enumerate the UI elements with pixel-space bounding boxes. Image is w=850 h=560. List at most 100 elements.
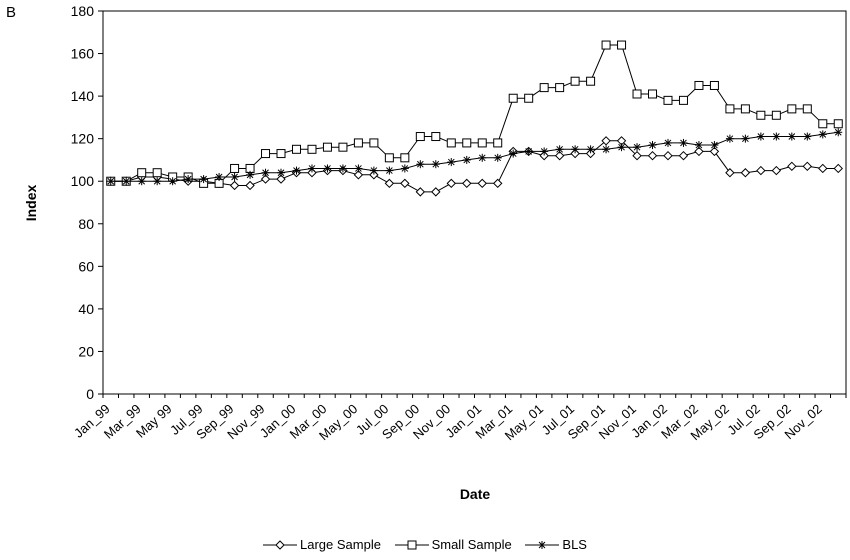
data-point-diamond — [709, 146, 720, 157]
star-marker-icon — [525, 540, 560, 549]
data-point-star — [168, 177, 177, 186]
data-point-square — [555, 83, 565, 93]
legend-item-bls: BLS — [525, 537, 587, 552]
data-point-star — [199, 175, 208, 184]
data-point-diamond — [260, 174, 271, 184]
y-tick-label: 160 — [71, 46, 95, 62]
data-point-diamond — [446, 178, 456, 189]
data-point-star — [385, 166, 394, 175]
data-point-square — [802, 104, 812, 114]
data-point-diamond — [663, 150, 673, 161]
data-point-square — [276, 149, 286, 159]
data-point-square — [446, 138, 456, 148]
data-point-square — [291, 144, 301, 154]
data-point-square — [601, 40, 611, 50]
y-tick-label: 120 — [71, 131, 95, 147]
data-point-diamond — [493, 178, 503, 189]
data-point-star — [246, 170, 255, 179]
data-point-square — [462, 138, 472, 148]
data-point-star — [338, 164, 347, 173]
data-point-square — [632, 89, 642, 99]
data-point-square — [493, 138, 503, 148]
data-point-square — [694, 80, 704, 90]
chart-series — [106, 40, 843, 197]
data-point-square — [384, 153, 394, 163]
data-point-square — [431, 132, 441, 142]
data-point-diamond — [477, 178, 487, 189]
y-tick-label: 100 — [71, 173, 95, 189]
series-small-sample — [106, 40, 843, 188]
y-tick-label: 140 — [71, 88, 95, 104]
data-point-star — [741, 134, 750, 143]
y-tick-label: 60 — [78, 258, 94, 274]
data-point-diamond — [756, 165, 766, 176]
data-point-star — [679, 138, 688, 147]
data-point-star — [431, 160, 440, 169]
data-point-star — [137, 177, 146, 186]
data-point-diamond — [647, 150, 658, 161]
data-point-square — [152, 168, 162, 178]
data-point-star — [756, 132, 765, 141]
data-point-square — [818, 119, 828, 129]
data-point-square — [586, 76, 596, 86]
y-tick-label: 80 — [78, 216, 94, 232]
data-point-square — [400, 153, 410, 163]
data-point-star — [803, 132, 812, 141]
plot-frame — [102, 10, 847, 395]
square-marker-icon — [394, 540, 429, 549]
data-point-diamond — [787, 161, 797, 172]
data-point-diamond — [678, 150, 689, 161]
data-point-square — [787, 104, 797, 114]
data-point-square — [477, 138, 487, 148]
data-point-diamond — [415, 187, 426, 197]
data-point-star — [153, 177, 162, 186]
data-point-star — [307, 164, 316, 173]
data-point-diamond — [833, 163, 843, 174]
data-point-diamond — [771, 165, 782, 176]
data-point-square — [709, 80, 719, 90]
y-tick-label: 20 — [78, 343, 94, 359]
data-point-diamond — [694, 146, 704, 157]
data-point-star — [478, 153, 487, 162]
data-point-star — [694, 141, 703, 150]
data-point-diamond — [725, 168, 735, 178]
data-point-star — [447, 158, 456, 167]
data-point-diamond — [802, 161, 813, 172]
legend: Large Sample Small Sample BLS — [0, 537, 850, 554]
x-axis-label: Date — [460, 486, 491, 502]
data-point-star — [540, 147, 549, 156]
data-point-star — [323, 164, 332, 173]
diamond-marker-icon — [263, 539, 297, 550]
data-point-star — [462, 155, 471, 164]
data-point-star — [524, 147, 533, 156]
data-point-star — [710, 141, 719, 150]
data-point-star — [509, 149, 518, 158]
series-line — [110, 44, 839, 184]
legend-label-small-sample: Small Sample — [431, 537, 512, 552]
data-point-square — [678, 95, 688, 105]
data-point-star — [586, 145, 595, 154]
data-point-star — [261, 168, 270, 177]
data-point-diamond — [229, 180, 240, 191]
data-point-diamond — [431, 187, 441, 197]
data-point-square — [617, 40, 627, 50]
data-point-star — [400, 164, 409, 173]
data-point-square — [369, 138, 379, 148]
data-point-diamond — [632, 150, 642, 161]
data-point-square — [740, 104, 750, 114]
data-point-square — [833, 119, 843, 129]
data-point-star — [725, 134, 734, 143]
data-point-square — [261, 149, 271, 159]
data-point-square — [230, 163, 240, 173]
data-point-square — [322, 142, 332, 152]
data-point-diamond — [245, 180, 255, 191]
data-point-star — [493, 153, 502, 162]
data-point-star — [617, 143, 626, 152]
data-point-diamond — [384, 178, 395, 189]
legend-item-large-sample: Large Sample — [263, 537, 381, 552]
data-point-star — [787, 132, 796, 141]
data-point-star — [106, 177, 115, 186]
y-axis-label: Index — [23, 185, 39, 222]
data-point-diamond — [818, 163, 828, 174]
